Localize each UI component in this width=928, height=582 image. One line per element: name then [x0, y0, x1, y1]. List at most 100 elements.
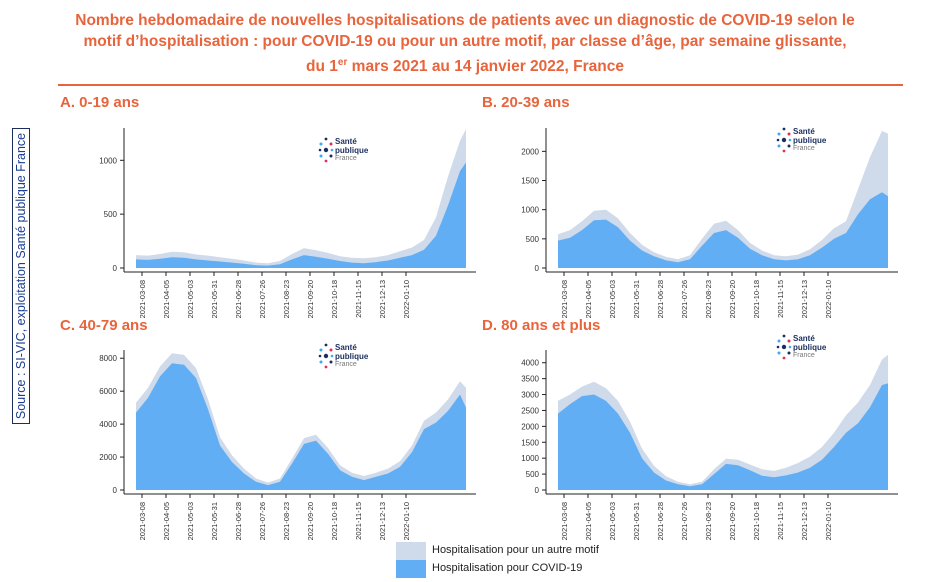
spf-logo-b: Santé publique France [776, 124, 834, 158]
x-tick-label: 2021-06-28 [234, 502, 243, 540]
spf-logo-dots-icon [318, 343, 334, 369]
chart-panel-0-19: 0 500 1000 2021-03-08 2021-04-05 2021-05-03 20… [99, 128, 476, 318]
x-tick-label: 2022-01-10 [824, 280, 833, 318]
x-tick-label: 2021-11-15 [354, 280, 363, 318]
y-tick-label: 0 [535, 264, 540, 273]
panel-title-d: D. 80 ans et plus [482, 317, 601, 334]
logo-text-1: Santé [335, 343, 357, 352]
spf-logo-c: Santé publique France [318, 340, 376, 374]
y-tick-label: 6000 [99, 387, 117, 396]
y-tick-label: 500 [526, 235, 540, 244]
x-tick-label: 2021-06-28 [656, 280, 665, 318]
x-tick-label: 2021-04-05 [162, 280, 171, 318]
y-tick-label: 500 [104, 210, 118, 219]
logo-text-2: publique [793, 136, 827, 145]
title-divider [58, 84, 903, 86]
logo-text-3: France [335, 155, 357, 162]
y-tick-label: 3500 [521, 375, 539, 384]
x-tick-label: 2021-05-31 [632, 280, 641, 318]
x-tick-label: 2021-05-03 [186, 502, 195, 540]
x-tick-label: 2021-05-03 [186, 280, 195, 318]
x-tick-label: 2022-01-10 [402, 502, 411, 540]
title-line-3: du 1er mars 2021 au 14 janvier 2022, Fra… [40, 52, 890, 77]
x-tick-label: 2021-08-23 [704, 280, 713, 318]
spf-logo-dots-icon [318, 137, 334, 163]
x-tick-label: 2021-12-13 [378, 502, 387, 540]
x-tick-label: 2021-03-08 [138, 502, 147, 540]
spf-logo-dots-icon [776, 334, 792, 360]
legend-swatch-covid [396, 560, 426, 578]
x-tick-label: 2021-08-23 [282, 502, 291, 540]
spf-logo-dots-icon [776, 127, 792, 153]
y-tick-label: 2000 [521, 147, 539, 156]
x-tick-label: 2021-03-08 [560, 280, 569, 318]
y-tick-label: 1500 [521, 177, 539, 186]
x-tick-label: 2021-12-13 [800, 502, 809, 540]
x-tick-label: 2021-07-26 [258, 280, 267, 318]
x-tick-label: 2021-12-13 [378, 280, 387, 318]
area-covid [558, 383, 888, 490]
x-tick-label: 2021-09-20 [728, 502, 737, 540]
y-tick-label: 2000 [521, 422, 539, 431]
x-tick-label: 2021-07-26 [680, 502, 689, 540]
logo-text-1: Santé [335, 137, 357, 146]
y-tick-label: 2000 [99, 453, 117, 462]
area-covid [558, 192, 888, 268]
x-tick-label: 2021-09-20 [306, 280, 315, 318]
y-tick-label: 1000 [99, 156, 117, 165]
chart-panel-20-39: 0 500 1000 1500 2000 2021-03-08 2021-04-05 2021… [521, 128, 898, 318]
x-tick-label: 2021-08-23 [282, 280, 291, 318]
panel-title-a: A. 0-19 ans [60, 94, 140, 111]
legend-label-other: Hospitalisation pour un autre motif [432, 544, 599, 556]
x-tick-label: 2021-04-05 [584, 280, 593, 318]
title-line-3-end: mars 2021 au 14 janvier 2022, France [347, 58, 624, 76]
x-tick-label: 2021-11-15 [776, 502, 785, 540]
x-tick-label: 2021-10-18 [752, 280, 761, 318]
logo-text-2: publique [335, 352, 369, 361]
x-tick-label: 2021-05-03 [608, 280, 617, 318]
y-tick-label: 1000 [521, 454, 539, 463]
panel-title-b: B. 20-39 ans [482, 94, 570, 111]
x-tick-label: 2021-08-23 [704, 502, 713, 540]
x-tick-label: 2021-06-28 [656, 502, 665, 540]
y-tick-label: 8000 [99, 354, 117, 363]
y-tick-label: 4000 [99, 420, 117, 429]
source-label: Source : SI-VIC, exploitation Santé publ… [14, 132, 28, 420]
chart-panel-80-plus: 0 500 1000 1500 2000 2500 3000 3500 4000 2021-03-… [521, 350, 898, 540]
x-tick-label: 2021-10-18 [330, 280, 339, 318]
area-covid [136, 363, 466, 490]
logo-text-2: publique [335, 146, 369, 155]
y-tick-label: 0 [113, 486, 118, 495]
x-tick-label: 2021-05-31 [210, 502, 219, 540]
x-tick-label: 2021-10-18 [752, 502, 761, 540]
x-tick-label: 2022-01-10 [402, 280, 411, 318]
area-covid [136, 162, 466, 268]
x-tick-label: 2021-03-08 [138, 280, 147, 318]
logo-text-1: Santé [793, 127, 815, 136]
title-superscript: er [337, 57, 348, 68]
spf-logo-d: Santé publique France [776, 331, 834, 365]
panel-title-c: C. 40-79 ans [60, 317, 148, 334]
y-tick-label: 1500 [521, 438, 539, 447]
x-tick-label: 2021-07-26 [258, 502, 267, 540]
y-tick-label: 3000 [521, 391, 539, 400]
title-line-1: Nombre hebdomadaire de nouvelles hospita… [75, 12, 855, 29]
x-tick-label: 2021-05-31 [632, 502, 641, 540]
y-tick-label: 4000 [521, 359, 539, 368]
title-line-3-start: du 1 [306, 58, 338, 76]
x-tick-label: 2021-07-26 [680, 280, 689, 318]
y-tick-label: 1000 [521, 206, 539, 215]
x-tick-label: 2021-12-13 [800, 280, 809, 318]
logo-text-3: France [335, 361, 357, 368]
x-tick-label: 2021-09-20 [306, 502, 315, 540]
title-line-2: motif d’hospitalisation : pour COVID-19 … [83, 33, 847, 50]
x-tick-label: 2021-03-08 [560, 502, 569, 540]
logo-text-1: Santé [793, 334, 815, 343]
x-tick-label: 2021-09-20 [728, 280, 737, 318]
x-tick-label: 2021-05-03 [608, 502, 617, 540]
y-tick-label: 0 [113, 264, 118, 273]
y-tick-label: 2500 [521, 406, 539, 415]
legend-label-covid: Hospitalisation pour COVID-19 [432, 562, 583, 574]
x-tick-label: 2021-06-28 [234, 280, 243, 318]
x-tick-label: 2022-01-10 [824, 502, 833, 540]
